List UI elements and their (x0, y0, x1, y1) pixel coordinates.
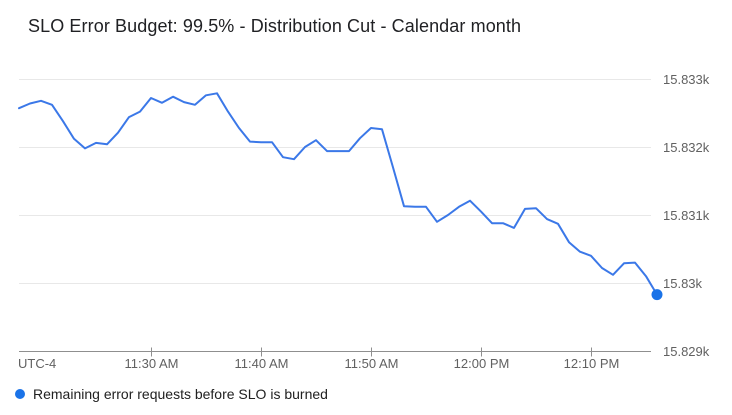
y-axis-tick-label: 15.831k (663, 207, 710, 223)
legend-item[interactable]: Remaining error requests before SLO is b… (15, 386, 328, 402)
utc-offset-label: UTC-4 (18, 356, 57, 371)
x-axis-tick-label: 11:50 AM (344, 356, 399, 371)
series-endpoint-dot (651, 289, 663, 301)
x-axis-tick-label: 11:40 AM (234, 356, 289, 371)
chart-title: SLO Error Budget: 99.5% - Distribution C… (28, 16, 522, 36)
x-axis-tick-label: 12:10 PM (563, 356, 620, 371)
series-line (18, 92, 658, 296)
y-axis-tick-label: 15.832k (663, 139, 710, 155)
legend-series-label: Remaining error requests before SLO is b… (33, 386, 328, 402)
x-axis-tick-label: 11:30 AM (124, 356, 179, 371)
legend-series-dot-icon (15, 389, 25, 399)
x-axis-tick-label: 12:00 PM (453, 356, 510, 371)
y-axis-tick-label: 15.829k (663, 343, 710, 359)
y-axis-tick-label: 15.83k (663, 275, 703, 291)
y-axis-tick-label: 15.833k (663, 71, 710, 87)
